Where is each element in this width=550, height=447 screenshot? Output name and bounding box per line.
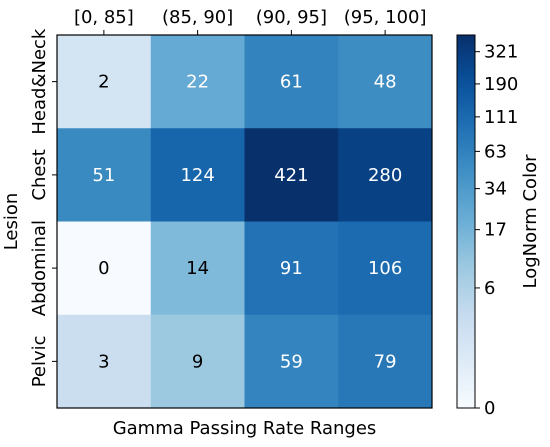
x-tick-label: [0, 85] xyxy=(74,7,134,28)
cell-value-label: 280 xyxy=(368,165,402,186)
colorbar-tick-label: 17 xyxy=(484,220,507,241)
heatmap-cell xyxy=(244,314,339,409)
colorbar-ticks: 0 6 17 34 63 111 190 321 xyxy=(475,42,518,419)
heatmap-cell xyxy=(57,221,152,316)
x-tick-label: (90, 95] xyxy=(256,7,327,28)
heatmap-cell xyxy=(244,128,339,222)
y-tick-label: Chest xyxy=(29,149,50,201)
colorbar-tick-label: 63 xyxy=(484,141,507,162)
colorbar-tick-label: 34 xyxy=(484,179,507,200)
cell-value-label: 48 xyxy=(374,72,397,93)
heatmap-cell xyxy=(150,35,245,129)
plot-frame xyxy=(56,34,433,409)
cell-value-label: 14 xyxy=(186,258,209,279)
colorbar xyxy=(456,34,476,409)
heatmap-cell xyxy=(244,35,339,129)
heatmap-cells xyxy=(57,35,433,409)
heatmap-cell xyxy=(150,314,245,409)
y-tick-label: Head&Neck xyxy=(29,28,50,135)
y-tick-labels: Head&Neck Chest Abdominal Pelvic xyxy=(29,28,57,387)
cell-value-label: 421 xyxy=(274,165,308,186)
heatmap-cell xyxy=(150,221,245,316)
cell-value-label: 51 xyxy=(92,165,115,186)
y-tick-label: Abdominal xyxy=(29,220,50,316)
heatmap-cell xyxy=(338,221,433,316)
heatmap-cell xyxy=(338,314,433,409)
x-tick-label: (95, 100] xyxy=(344,7,427,28)
cell-value-label: 79 xyxy=(374,351,397,372)
cell-value-label: 22 xyxy=(186,72,209,93)
x-tick-labels: [0, 85] (85, 90] (90, 95] (95, 100] xyxy=(74,7,427,35)
heatmap-cell xyxy=(338,35,433,129)
colorbar-tick-label: 190 xyxy=(484,74,518,95)
heatmap-cell xyxy=(57,314,152,409)
x-axis-label: Gamma Passing Rate Ranges xyxy=(113,418,377,439)
heatmap-cell xyxy=(57,35,152,129)
colorbar-tick-label: 321 xyxy=(484,42,518,63)
cell-value-label: 61 xyxy=(280,72,303,93)
heatmap-cell xyxy=(244,221,339,316)
cell-value-label: 106 xyxy=(368,258,402,279)
heatmap-cell xyxy=(338,128,433,222)
cell-value-label: 0 xyxy=(98,258,109,279)
y-axis-label: Lesion xyxy=(1,193,22,251)
cell-value-label: 3 xyxy=(98,351,109,372)
heatmap-cell xyxy=(150,128,245,222)
colorbar-tick-label: 6 xyxy=(484,278,495,299)
y-tick-label: Pelvic xyxy=(29,335,50,387)
colorbar-tick-label: 111 xyxy=(484,107,518,128)
cell-value-label: 124 xyxy=(180,165,214,186)
x-tick-label: (85, 90] xyxy=(162,7,233,28)
cell-value-label: 2 xyxy=(98,72,109,93)
colorbar-tick-label: 0 xyxy=(484,398,495,419)
cell-value-label: 91 xyxy=(280,258,303,279)
cell-value-label: 59 xyxy=(280,351,303,372)
cell-value-label: 9 xyxy=(192,351,203,372)
colorbar-label: LogNorm Color xyxy=(520,154,541,289)
heatmap-cell xyxy=(57,128,152,222)
